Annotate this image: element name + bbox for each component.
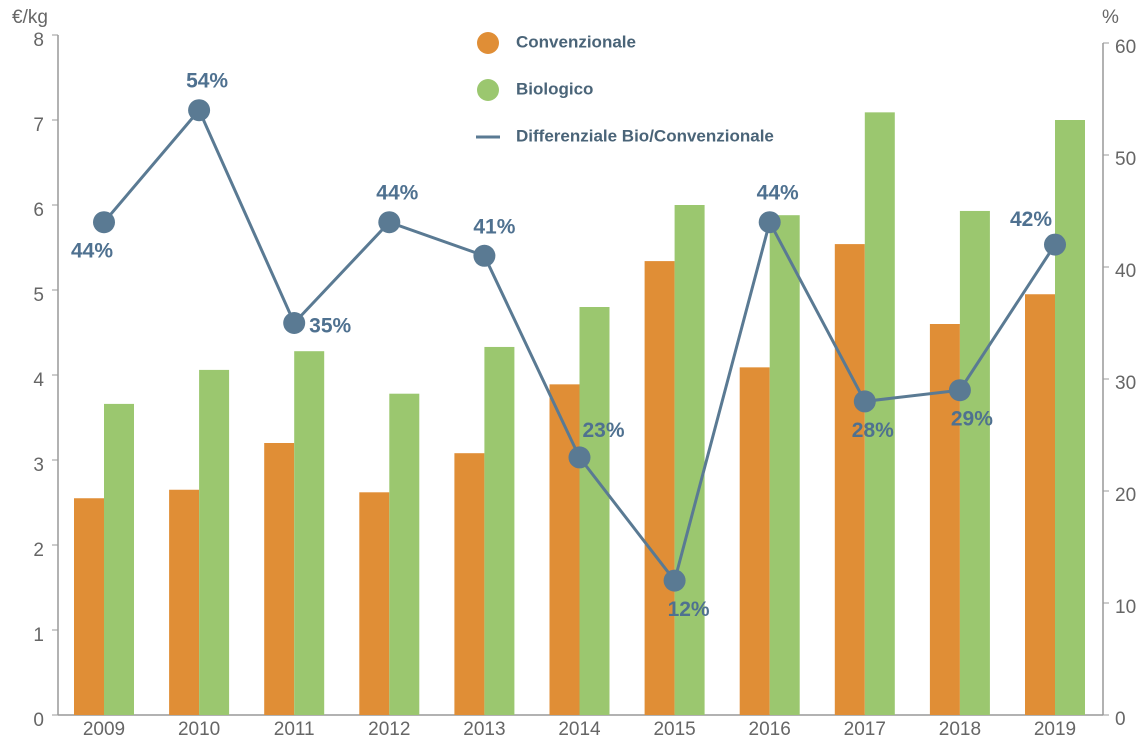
bar bbox=[864, 112, 895, 716]
x-tick-label: 2010 bbox=[178, 719, 220, 740]
line-point bbox=[188, 99, 211, 122]
bar bbox=[359, 492, 390, 715]
x-tick-label: 2014 bbox=[558, 719, 601, 740]
bar bbox=[959, 210, 990, 715]
y2-tick-label: 0 bbox=[1115, 709, 1126, 730]
bar bbox=[199, 369, 230, 715]
x-tick-label: 2011 bbox=[274, 719, 315, 740]
bar bbox=[674, 205, 705, 715]
bar bbox=[264, 443, 295, 715]
y-tick-label: 3 bbox=[33, 455, 44, 476]
y2-tick-label: 60 bbox=[1115, 37, 1136, 58]
bar bbox=[104, 403, 134, 715]
x-tick-label: 2009 bbox=[83, 719, 125, 740]
y-tick-label: 4 bbox=[33, 370, 44, 391]
y2-tick-label: 30 bbox=[1115, 373, 1136, 394]
x-tick-label: 2016 bbox=[749, 719, 791, 740]
bar bbox=[739, 367, 770, 715]
x-tick-label: 2013 bbox=[463, 719, 505, 740]
x-tick-label: 2012 bbox=[368, 719, 410, 740]
y-tick-label: 1 bbox=[33, 625, 44, 646]
bar bbox=[454, 453, 485, 715]
y2-axis-label: % bbox=[1102, 7, 1119, 28]
data-label: 44% bbox=[376, 182, 418, 205]
data-label: 54% bbox=[186, 70, 228, 93]
y-tick-label: 5 bbox=[33, 285, 44, 306]
x-tick-label: 2017 bbox=[844, 719, 886, 740]
data-label: 29% bbox=[951, 408, 993, 431]
y-tick-label: 8 bbox=[33, 30, 44, 51]
legend-label: Differenziale Bio/Convenzionale bbox=[516, 126, 774, 145]
y2-tick-label: 10 bbox=[1115, 597, 1136, 618]
bar bbox=[294, 351, 325, 715]
bar bbox=[484, 346, 515, 715]
y2-tick-label: 50 bbox=[1115, 149, 1136, 170]
data-label: 12% bbox=[668, 598, 710, 621]
bar bbox=[389, 393, 420, 715]
bar bbox=[579, 307, 610, 715]
y-tick-label: 2 bbox=[33, 540, 44, 561]
x-tick-label: 2019 bbox=[1034, 719, 1076, 740]
legend-label: Convenzionale bbox=[516, 32, 636, 51]
line-point bbox=[378, 211, 401, 234]
data-label: 44% bbox=[71, 240, 113, 263]
bar bbox=[1025, 294, 1055, 715]
data-label: 41% bbox=[473, 215, 515, 238]
bar bbox=[169, 489, 200, 715]
line-point bbox=[853, 390, 876, 413]
line-point bbox=[93, 211, 115, 234]
line-point bbox=[1044, 233, 1066, 256]
line-point bbox=[758, 211, 781, 234]
data-label: 23% bbox=[582, 419, 624, 442]
data-label: 35% bbox=[309, 315, 351, 338]
y-tick-label: 7 bbox=[33, 115, 44, 136]
y-tick-label: 6 bbox=[33, 200, 44, 221]
line-point bbox=[283, 312, 306, 334]
bar bbox=[74, 498, 104, 715]
y2-tick-label: 40 bbox=[1115, 261, 1136, 282]
legend-swatch bbox=[477, 32, 499, 54]
x-tick-label: 2015 bbox=[653, 719, 695, 740]
data-label: 28% bbox=[852, 419, 894, 442]
legend-swatch bbox=[477, 79, 499, 101]
y2-tick-label: 20 bbox=[1115, 485, 1136, 506]
bar bbox=[1055, 120, 1085, 715]
bar bbox=[549, 384, 580, 715]
bar bbox=[644, 261, 675, 715]
x-tick-label: 2018 bbox=[939, 719, 981, 740]
data-label: 44% bbox=[757, 182, 799, 205]
bar bbox=[769, 215, 800, 715]
bar bbox=[834, 244, 865, 715]
data-label: 42% bbox=[1010, 208, 1052, 231]
line-point bbox=[473, 244, 496, 267]
legend-label: Biologico bbox=[516, 79, 593, 98]
y-tick-label: 0 bbox=[33, 710, 44, 731]
line-point bbox=[663, 569, 686, 592]
y-axis-label: €/kg bbox=[12, 7, 48, 28]
line-point bbox=[948, 379, 971, 402]
line-point bbox=[568, 446, 591, 469]
